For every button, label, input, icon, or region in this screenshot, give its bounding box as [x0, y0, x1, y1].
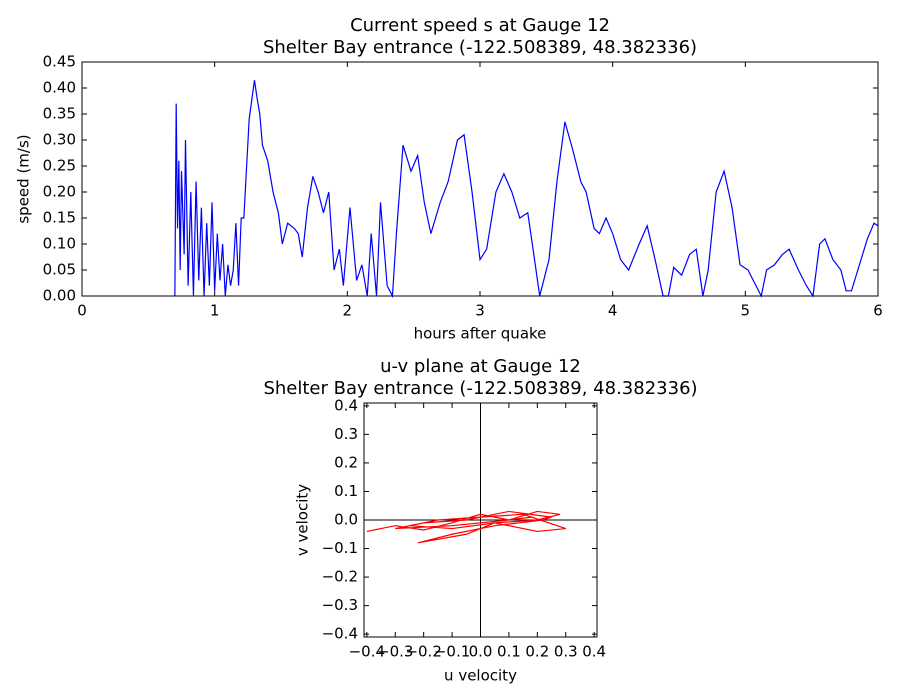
- y-tick-label: 0.4: [334, 396, 358, 414]
- x-tick-label: −0.1: [434, 643, 470, 661]
- y-tick-label: 0.20: [43, 183, 76, 201]
- y-axis-label: v velocity: [294, 484, 312, 556]
- x-tick-label: 4: [608, 302, 618, 320]
- chart-title: u-v plane at Gauge 12: [380, 356, 581, 377]
- y-tick-label: −0.4: [322, 625, 358, 643]
- x-tick-label: 1: [210, 302, 220, 320]
- x-tick-label: 0.4: [582, 643, 606, 661]
- x-tick-label: 0: [77, 302, 87, 320]
- y-tick-label: 0.00: [43, 287, 76, 305]
- y-tick-label: −0.1: [322, 539, 358, 557]
- y-tick-label: 0.35: [43, 105, 76, 123]
- plot-frame: [363, 402, 598, 638]
- y-tick-label: 0.05: [43, 261, 76, 279]
- y-tick-label: 0.45: [43, 53, 76, 71]
- x-tick-label: 6: [873, 302, 883, 320]
- y-tick-label: −0.2: [322, 568, 358, 586]
- chart-subtitle: Shelter Bay entrance (-122.508389, 48.38…: [263, 37, 697, 58]
- chart-subtitle: Shelter Bay entrance (-122.508389, 48.38…: [263, 378, 697, 399]
- y-tick-label: 0.10: [43, 235, 76, 253]
- x-axis-label: hours after quake: [414, 325, 547, 343]
- x-tick-label: 0.0: [469, 643, 493, 661]
- y-tick-label: 0.30: [43, 131, 76, 149]
- y-tick-label: 0.25: [43, 157, 76, 175]
- plot-frame: [81, 61, 879, 297]
- x-tick-label: 0.3: [554, 643, 578, 661]
- x-tick-label: −0.2: [405, 643, 441, 661]
- y-tick-label: 0.3: [334, 425, 358, 443]
- x-tick-label: 5: [741, 302, 751, 320]
- y-tick-label: 0.0: [334, 511, 358, 529]
- y-tick-label: −0.3: [322, 596, 358, 614]
- chart-title: Current speed s at Gauge 12: [350, 15, 610, 36]
- x-tick-label: −0.4: [349, 643, 385, 661]
- x-tick-label: 2: [343, 302, 353, 320]
- y-tick-label: 0.1: [334, 482, 358, 500]
- x-tick-label: −0.3: [377, 643, 413, 661]
- y-tick-label: 0.40: [43, 79, 76, 97]
- y-tick-label: 0.15: [43, 209, 76, 227]
- y-axis-label: speed (m/s): [15, 134, 33, 223]
- x-tick-label: 3: [475, 302, 485, 320]
- data-line: [366, 510, 566, 544]
- data-line: [174, 80, 879, 299]
- x-tick-label: 0.1: [497, 643, 521, 661]
- x-tick-label: 0.2: [525, 643, 549, 661]
- y-tick-label: 0.2: [334, 453, 358, 471]
- x-axis-label: u velocity: [444, 667, 517, 685]
